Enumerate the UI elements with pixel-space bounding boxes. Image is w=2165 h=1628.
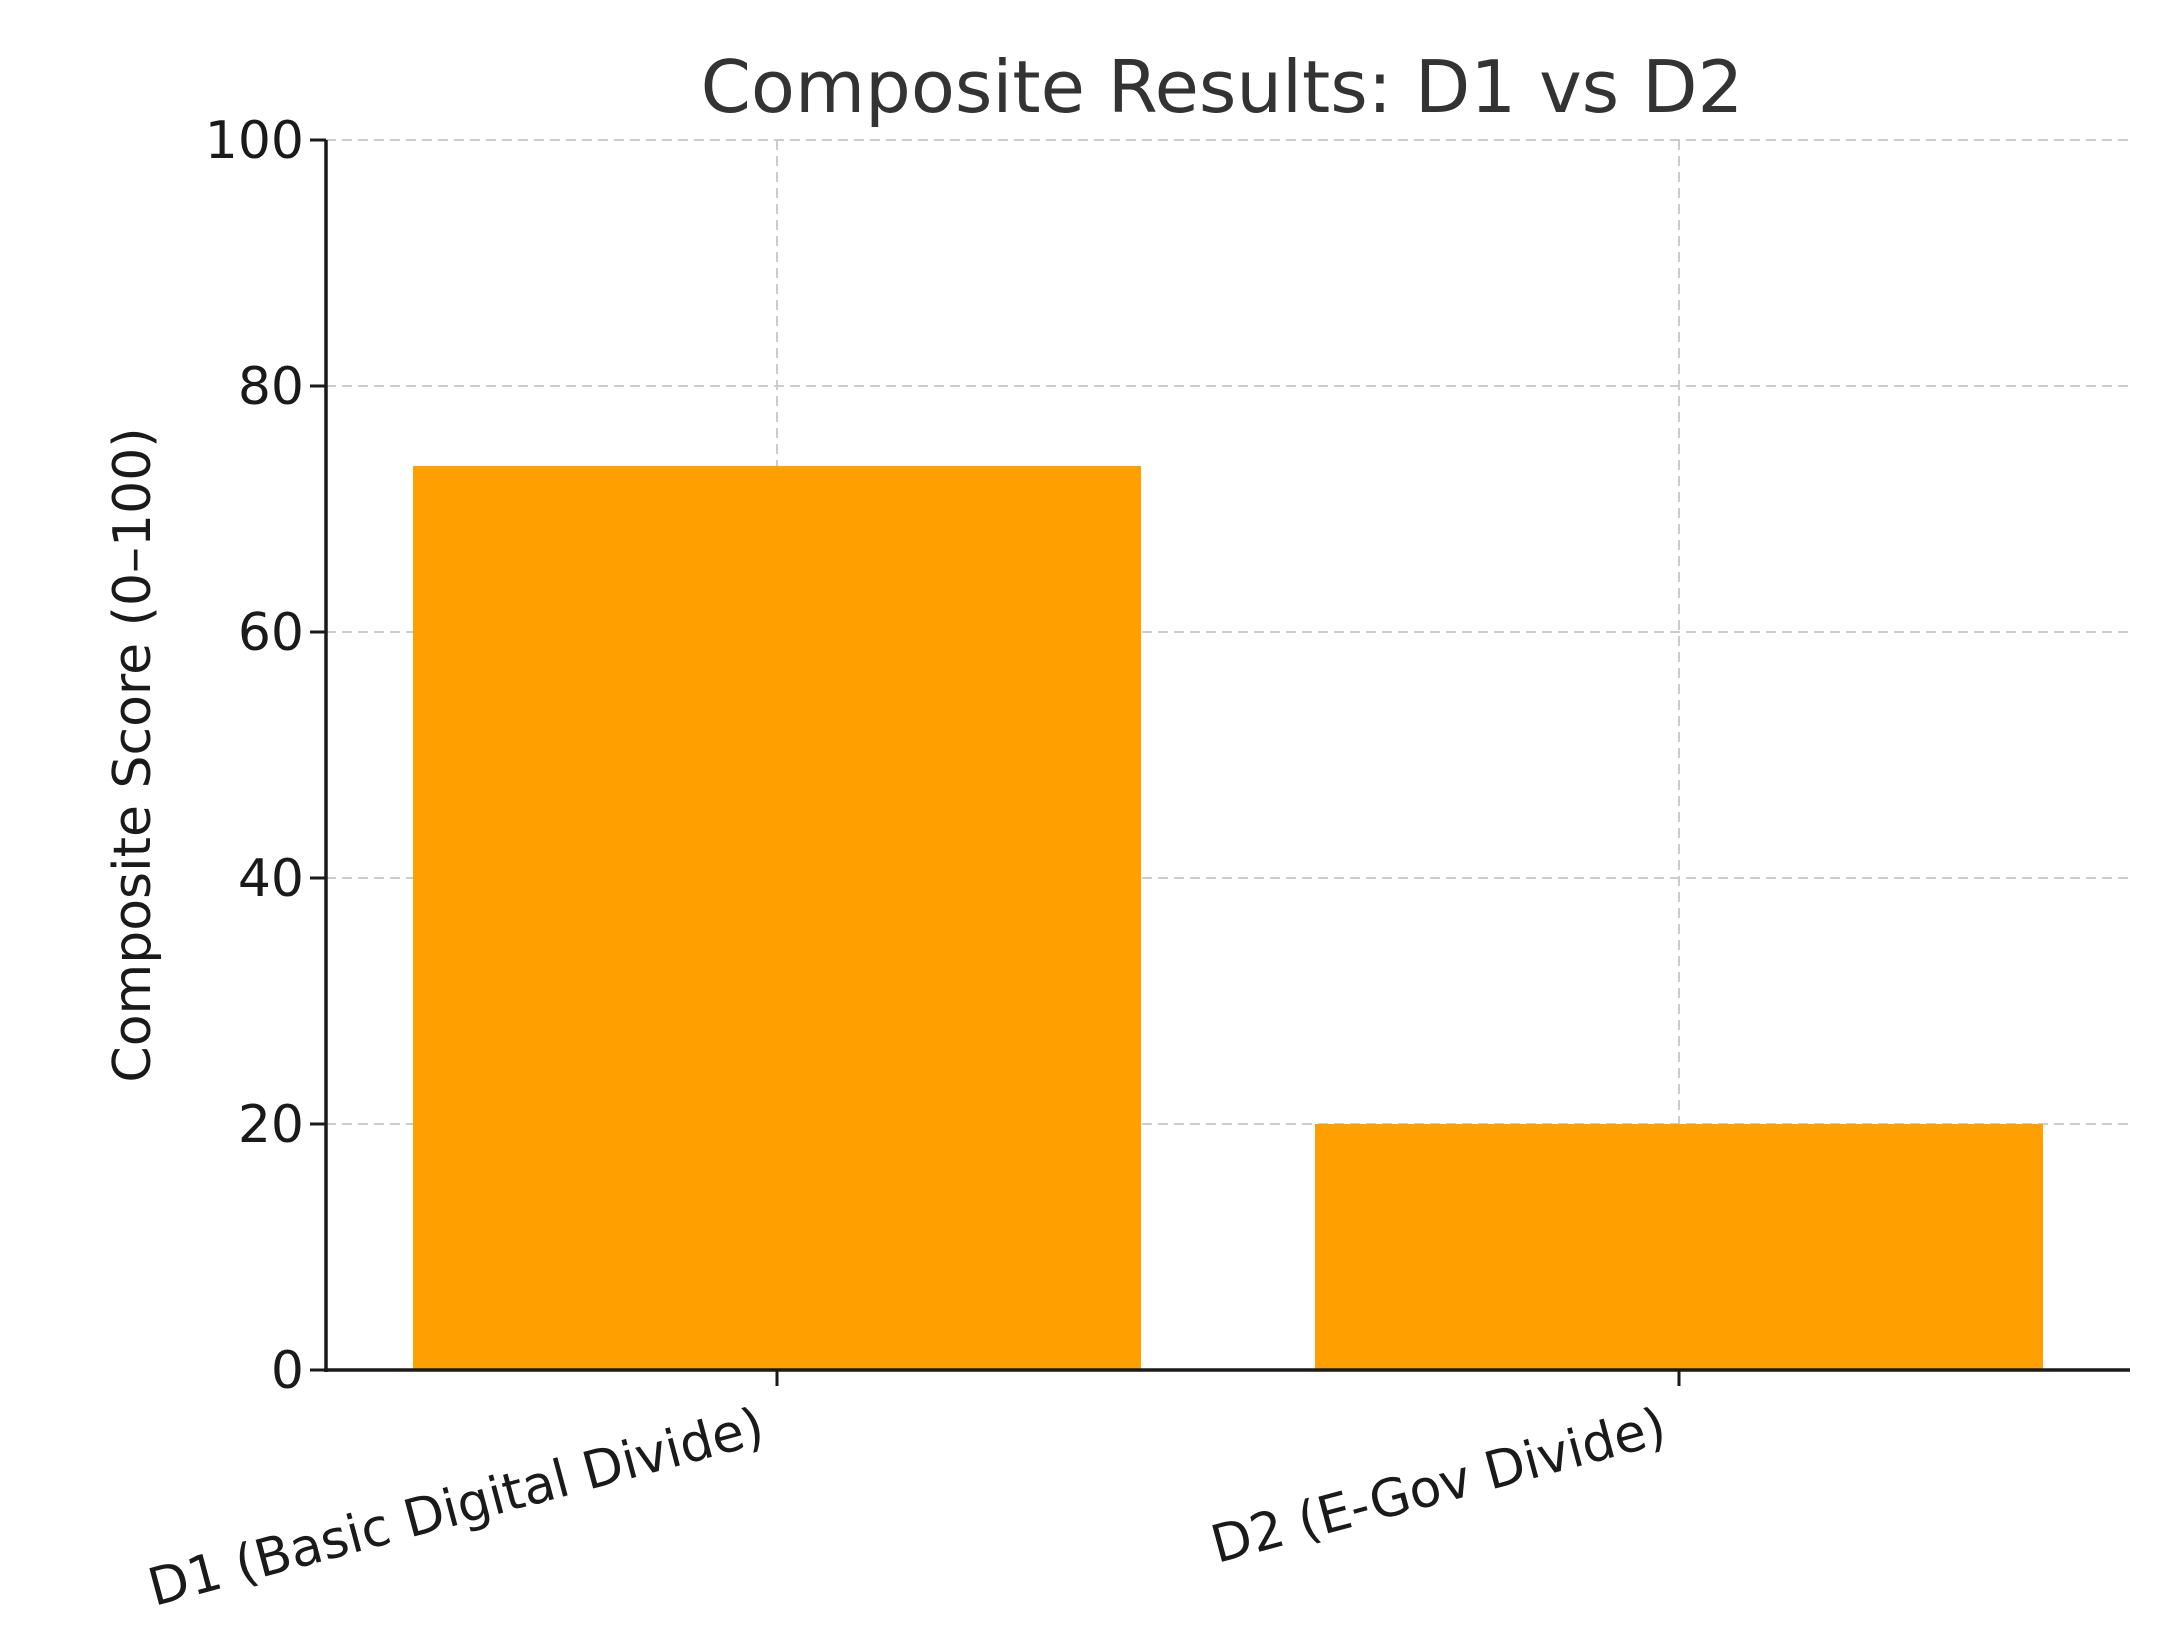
- y-tick-label: 20: [238, 1095, 304, 1155]
- y-tick-label: 40: [238, 849, 304, 909]
- x-tick-label: D2 (E-Gov Divide): [1205, 1397, 1672, 1576]
- bars: [413, 465, 2043, 1370]
- y-axis-label: Composite Score (0–100): [103, 427, 163, 1082]
- bar: [1315, 1124, 2043, 1370]
- y-tick-labels: 0 20 40 60 80 100: [205, 111, 304, 1401]
- x-tick-labels: D1 (Basic Digital Divide) D2 (E-Gov Divid…: [142, 1397, 1672, 1619]
- chart-title: Composite Results: D1 vs D2: [701, 45, 1744, 129]
- bar: [413, 465, 1141, 1370]
- y-tick-label: 0: [271, 1341, 304, 1401]
- y-tick-label: 100: [205, 111, 304, 171]
- y-tick-label: 60: [238, 603, 304, 663]
- x-tick-label: D1 (Basic Digital Divide): [142, 1397, 770, 1619]
- y-tick-label: 80: [238, 357, 304, 417]
- axes: [310, 138, 2130, 1386]
